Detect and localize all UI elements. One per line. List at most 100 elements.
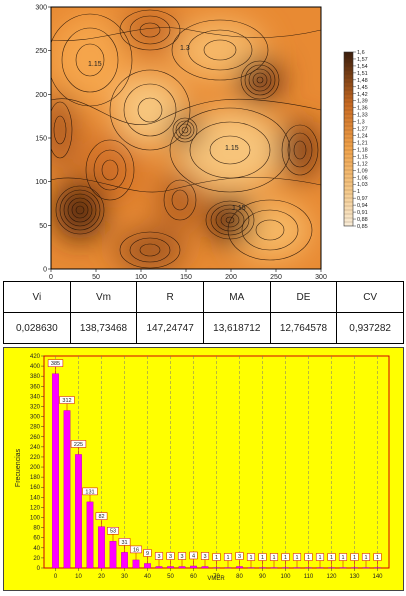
histogram-data-label: 312 xyxy=(62,398,71,404)
contour-y-tick-label: 50 xyxy=(39,223,47,230)
histogram-y-tick-label: 400 xyxy=(30,364,41,370)
histogram-data-label: 131 xyxy=(85,489,94,495)
histogram-bar xyxy=(132,559,140,569)
histogram-x-tick-label: 40 xyxy=(144,574,151,580)
stats-value-cell: 13,618712 xyxy=(202,312,271,344)
histogram-bar xyxy=(339,567,347,569)
histogram-y-tick-label: 360 xyxy=(30,384,41,390)
colorbar-tick-label: 1,54 xyxy=(357,64,368,70)
histogram-data-label-box xyxy=(82,487,98,496)
histogram-data-label: 53 xyxy=(110,529,116,535)
histogram-data-label-box xyxy=(118,538,131,546)
colorbar-tick-label: 1,15 xyxy=(357,154,368,160)
histogram-data-label: 1 xyxy=(364,555,367,561)
colorbar-tick-label: 1,21 xyxy=(357,140,368,146)
colorbar-tick-label: 1,36 xyxy=(357,106,368,112)
contour-label: 1.3 xyxy=(180,45,190,52)
colorbar-tick-label: 1,18 xyxy=(357,147,368,153)
histogram-data-label-box xyxy=(258,553,267,561)
contour-axes: 0 50 100 150 200 250 300 0 50 100 150 200 250 300 xyxy=(35,5,327,281)
histogram-y-tick-label: 160 xyxy=(30,485,41,491)
histogram-data-label: 1 xyxy=(318,555,321,561)
contour-label: 1.15 xyxy=(232,205,246,212)
histogram-data-label-box xyxy=(143,549,152,557)
stats-value-cell: 0,028630 xyxy=(3,312,71,344)
contour-label: 1.15 xyxy=(225,145,239,152)
contour-y-tick-label: 300 xyxy=(35,5,47,12)
stats-header-cell: R xyxy=(136,281,204,313)
colorbar-tick-label: 0,91 xyxy=(357,210,368,216)
histogram-data-label-box xyxy=(212,553,221,561)
contour-y-tick-label: 200 xyxy=(35,92,47,99)
histogram-x-tick-label: 10 xyxy=(75,574,82,580)
colorbar-tick-label: 0,97 xyxy=(357,196,368,202)
colorbar-ticks: 1,61,571,541,511,481,451,421,391,361,331… xyxy=(353,50,368,230)
histogram-data-label: 3 xyxy=(238,554,241,560)
histogram-data-label: 1 xyxy=(261,555,264,561)
histogram-grid xyxy=(43,355,390,569)
histogram-y-tick-label: 280 xyxy=(30,425,41,431)
stats-value-row: 0,028630 138,73468 147,24747 13,618712 1… xyxy=(3,312,404,344)
contour-y-tick-label: 150 xyxy=(35,136,47,143)
contour-x-tick-label: 0 xyxy=(49,274,53,280)
colorbar-tick-label: 1,27 xyxy=(357,127,368,133)
histogram-data-label: 3 xyxy=(169,554,172,560)
histogram-data-label: 4 xyxy=(192,553,195,559)
histogram-data-label-box xyxy=(292,553,302,561)
histogram-x-tick-label: 60 xyxy=(190,574,197,580)
histogram-x-tick-label: 110 xyxy=(304,574,314,580)
histogram-x-tick-label: 100 xyxy=(280,574,291,580)
histogram-axes: 0204060801001201401601802002202402602803… xyxy=(30,354,383,580)
histogram-data-label-box xyxy=(154,552,164,560)
histogram-data-label-box xyxy=(338,553,348,561)
contour-label: 1.15 xyxy=(88,61,102,68)
histogram-panel: 385 312 225 131 82 53 31 16 9 3 3 3 4 3 1 1 3 1 1 1 1 1 1 1 1 1 1 1… xyxy=(3,347,404,591)
histogram-y-tick-label: 380 xyxy=(30,374,41,380)
histogram-data-label-box xyxy=(59,396,75,404)
colorbar-tick-label: 1,33 xyxy=(357,113,368,119)
histogram-data-label: 1 xyxy=(353,555,356,561)
contour-x-tick-label: 300 xyxy=(315,274,327,280)
contour-x-tick-label: 200 xyxy=(225,274,237,280)
histogram-xlabel: VMER xyxy=(207,576,225,582)
histogram-data-label: 3 xyxy=(180,554,183,560)
histogram-x-tick-label: 20 xyxy=(98,574,105,580)
contour-x-tick-label: 50 xyxy=(92,274,100,280)
histogram-data-label: 1 xyxy=(376,555,379,561)
histogram-bar xyxy=(52,373,59,569)
colorbar-tick-label: 1,6 xyxy=(357,50,365,56)
contour-x-tick-label: 150 xyxy=(180,274,192,280)
contour-y-tick-label: 100 xyxy=(35,179,47,186)
histogram-y-tick-label: 320 xyxy=(30,404,41,410)
contour-chart: 1.15 1.15 1.15 1.3 0 50 100 150 200 250 300 0 50… xyxy=(35,5,368,281)
histogram-bar xyxy=(63,410,71,569)
histogram-bar xyxy=(293,567,301,569)
histogram-data-label-box xyxy=(269,553,279,561)
histogram-data-label-box xyxy=(200,552,210,560)
contour-x-tick-label: 250 xyxy=(270,274,282,280)
stats-value-cell: 138,73468 xyxy=(69,312,138,344)
histogram-data-label: 225 xyxy=(74,442,83,448)
histogram-y-tick-label: 220 xyxy=(30,455,41,461)
histogram-x-tick-label: 50 xyxy=(167,574,174,580)
stats-header-cell: MA xyxy=(202,281,271,313)
histogram-y-tick-label: 420 xyxy=(30,354,41,360)
stats-header-cell: Vm xyxy=(69,281,138,313)
histogram-bar xyxy=(109,541,117,569)
histogram-y-tick-label: 180 xyxy=(30,475,41,481)
histogram-x-tick-label: 30 xyxy=(121,574,128,580)
contour-plot-area: 1.15 1.15 1.15 1.3 xyxy=(51,7,321,269)
histogram-bar xyxy=(362,567,370,569)
stats-header-cell: CV xyxy=(336,281,404,313)
histogram-data-label: 1 xyxy=(226,555,229,561)
histogram-data-label: 1 xyxy=(215,555,218,561)
histogram-data-label-box xyxy=(361,553,371,561)
histogram-x-tick-label: 120 xyxy=(326,574,337,580)
histogram-bar xyxy=(98,526,105,569)
histogram-data-label-box xyxy=(235,552,244,560)
colorbar-tick-label: 0,88 xyxy=(357,217,368,223)
histogram-x-tick-label: 130 xyxy=(349,574,360,580)
histogram-bar xyxy=(178,566,186,569)
colorbar-tick-label: 1,03 xyxy=(357,182,368,188)
